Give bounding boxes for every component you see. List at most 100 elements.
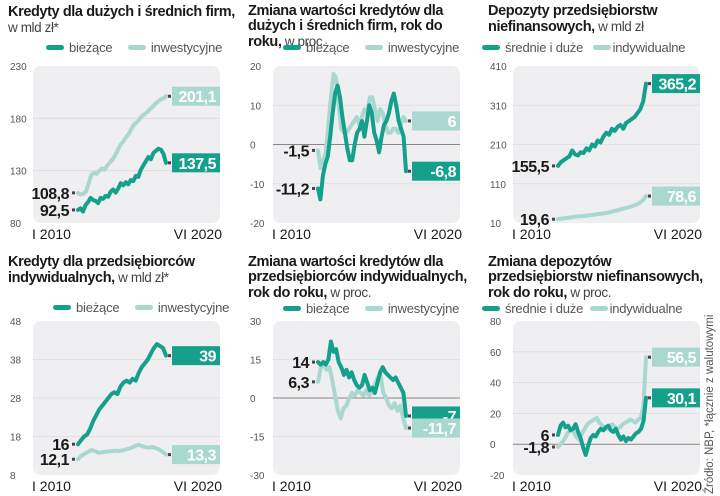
- legend-swatch-dark: [482, 306, 500, 312]
- plot-c4: 8 18 28 38 48 I 2010 VI 2020 16 39 12,1 13,3: [10, 317, 222, 494]
- series-line-dark: [76, 342, 168, 447]
- legend-swatch-dark: [283, 306, 301, 312]
- legend-label: bieżące: [69, 40, 113, 55]
- legend-swatch-dark: [283, 45, 301, 51]
- end-value-badge: [172, 346, 220, 366]
- start-marker: [72, 208, 75, 212]
- end-value-label: 13,3: [187, 448, 217, 465]
- legend: bieżące inwestycyjne: [275, 301, 459, 316]
- start-marker: [72, 457, 75, 461]
- y-tick-label: 28: [10, 394, 22, 405]
- end-value-label: 137,5: [178, 156, 216, 173]
- y-tick-label: 0: [250, 394, 256, 405]
- legend-swatch-light: [589, 306, 608, 312]
- x-tick-label: VI 2020: [414, 226, 462, 242]
- legend: średnie i duże indywidualne: [474, 40, 686, 55]
- x-tick-label: I 2010: [272, 226, 311, 242]
- start-marker: [312, 148, 315, 152]
- start-marker: [552, 217, 555, 221]
- legend-swatch-light: [364, 45, 383, 51]
- start-value-label: 6,3: [288, 375, 309, 392]
- end-value-badge: [652, 186, 700, 206]
- chart-panel-c6: Zmiana depozytów przedsiębiorstw niefina…: [480, 245, 720, 496]
- y-tick-label: 15: [250, 356, 262, 367]
- source-note: Źródło: NBP, *łącznie z walutowymi: [704, 315, 718, 494]
- start-value-label: 6: [541, 428, 550, 445]
- start-value-label: -11,2: [276, 181, 310, 198]
- y-tick-label: 80: [10, 219, 22, 230]
- end-value-label: 56,5: [667, 350, 697, 367]
- plot-c2: -20 -10 0 10 20 I 2010 VI 2020 -11,2 -6,8 -1,5 6: [250, 62, 462, 242]
- series-line-dark: [556, 395, 648, 457]
- end-marker: [408, 426, 411, 430]
- end-value-badge: [652, 388, 700, 408]
- chart-title: Zmiana wartości kredytów dla przedsiębio…: [248, 254, 467, 301]
- start-value-label: -1,8: [523, 440, 549, 457]
- x-tick-label: VI 2020: [654, 478, 702, 494]
- legend-swatch-light: [127, 45, 146, 51]
- y-tick-label: 38: [10, 356, 22, 367]
- end-value-label: 30,1: [667, 391, 697, 408]
- legend-label: bieżące: [306, 40, 350, 55]
- y-tick-label: 310: [490, 101, 507, 112]
- series-line-dark: [316, 83, 408, 202]
- chart-panel-c4: Kredyty dla przedsiębiorców indywidualny…: [0, 245, 240, 496]
- series-line-dark: [556, 81, 648, 168]
- legend: bieżące inwestycyjne: [38, 40, 222, 55]
- series-line-light: [316, 71, 408, 171]
- x-tick-label: I 2010: [32, 226, 71, 242]
- end-value-label: 78,6: [667, 189, 697, 206]
- legend-swatch-light: [364, 306, 383, 312]
- series-line-light: [76, 94, 168, 197]
- series-line-light: [76, 443, 168, 462]
- start-marker: [312, 360, 315, 364]
- end-marker: [168, 161, 171, 165]
- y-tick-label: 20: [490, 409, 502, 420]
- start-marker: [312, 380, 315, 384]
- chart-title: Zmiana wartości kredytów dla dużych i śr…: [248, 3, 444, 50]
- y-tick-label: 80: [490, 317, 502, 328]
- x-tick-label: I 2010: [512, 226, 551, 242]
- y-tick-label: 210: [490, 141, 507, 152]
- y-tick-label: 8: [10, 471, 16, 482]
- y-tick-label: -20: [250, 219, 265, 230]
- start-marker: [72, 191, 75, 195]
- legend-label: inwestycyjne: [387, 301, 460, 316]
- chart-panel-c2: Zmiana wartości kredytów dla dużych i śr…: [240, 0, 480, 245]
- end-marker: [168, 94, 171, 98]
- x-tick-label: I 2010: [272, 478, 311, 494]
- series-line-dark: [76, 146, 168, 214]
- y-tick-label: 180: [10, 114, 27, 125]
- legend-label: bieżące: [76, 300, 120, 315]
- chart-panel-c1: Kredyty dla dużych i średnich firm, w ml…: [0, 0, 240, 245]
- end-value-label: -6,8: [430, 164, 456, 181]
- y-tick-label: 230: [10, 62, 27, 73]
- end-marker: [408, 119, 411, 123]
- legend-swatch-dark: [53, 305, 71, 311]
- y-tick-label: 10: [490, 219, 502, 230]
- y-tick-label: 18: [10, 433, 22, 444]
- legend-swatch-dark: [482, 45, 500, 51]
- chart-panel-c5: Zmiana wartości kredytów dla przedsiębio…: [240, 245, 480, 496]
- start-value-label: 12,1: [40, 452, 70, 469]
- end-value-label: 6: [448, 114, 457, 131]
- series-line-light: [316, 362, 408, 430]
- y-tick-label: 110: [490, 180, 506, 191]
- end-value-label: 365,2: [658, 77, 696, 94]
- legend-label: indywidualne: [612, 40, 686, 55]
- y-tick-label: 40: [490, 379, 502, 390]
- y-tick-label: 10: [250, 101, 262, 112]
- y-tick-label: 30: [250, 317, 262, 328]
- y-tick-label: 0: [490, 440, 496, 451]
- end-value-badge: [172, 445, 220, 465]
- y-tick-label: 20: [250, 62, 262, 73]
- legend-label: inwestycyjne: [387, 40, 460, 55]
- end-value-badge: [412, 161, 460, 181]
- legend-swatch-light: [592, 45, 611, 51]
- x-tick-label: VI 2020: [414, 478, 462, 494]
- end-marker: [648, 396, 651, 400]
- end-marker: [648, 82, 651, 86]
- end-value-badge: [652, 347, 700, 367]
- x-tick-label: I 2010: [32, 478, 71, 494]
